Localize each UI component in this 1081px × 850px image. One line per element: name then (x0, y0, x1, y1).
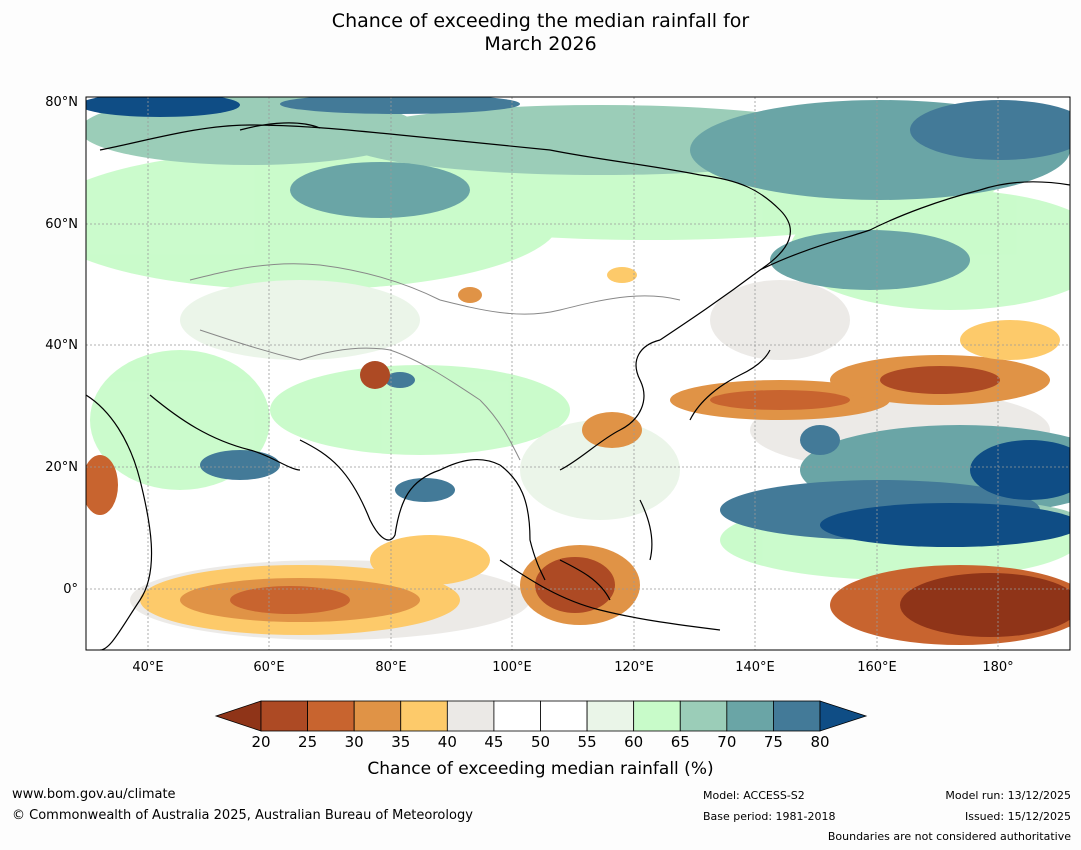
lon-label-80e: 80°E (375, 660, 407, 675)
footer-model-run: Model run: 13/12/2025 (945, 789, 1071, 802)
colorbar-tick-label: 60 (624, 733, 644, 751)
probability-field-wet (86, 97, 1070, 547)
lon-label-40e: 40°E (132, 660, 164, 675)
colorbar-tick-label: 25 (298, 733, 318, 751)
lon-label-140e: 140°E (735, 660, 775, 675)
colorbar (214, 700, 868, 732)
colorbar-segment (586, 700, 635, 732)
footer-model: Model: ACCESS-S2 (703, 789, 805, 802)
colorbar-segment (493, 700, 541, 732)
colorbar-segment (726, 700, 774, 732)
graticule (86, 97, 1070, 650)
colorbar-tick-label: 30 (344, 733, 364, 751)
colorbar-tick-label: 50 (530, 733, 551, 751)
colorbar-tick-label: 75 (763, 733, 783, 751)
lat-label-60n: 60°N (45, 217, 78, 232)
map-frame (85, 96, 1071, 651)
lon-label-160e: 160°E (857, 660, 897, 675)
rainfall-map (85, 96, 1071, 651)
colorbar-label: Chance of exceeding median rainfall (%) (367, 759, 714, 779)
colorbar-tick-label: 80 (810, 733, 830, 751)
lat-label-20n: 20°N (45, 460, 78, 475)
colorbar-tick-label: 55 (577, 733, 597, 751)
colorbar-segment (633, 700, 681, 732)
footer-issued: Issued: 15/12/2025 (964, 810, 1071, 823)
colorbar-tick-label: 65 (670, 733, 690, 751)
colorbar-segment (679, 700, 728, 732)
colorbar-tick-label: 20 (251, 733, 271, 751)
footer-boundaries-note: Boundaries are not considered authoritat… (827, 830, 1071, 843)
footer-base-period: Base period: 1981-2018 (703, 810, 836, 823)
colorbar-tick-label: 45 (484, 733, 504, 751)
colorbar-segment (307, 700, 355, 732)
colorbar-segment (260, 700, 308, 732)
footer-copyright: © Commonwealth of Australia 2025, Austra… (12, 808, 473, 823)
footer-url: www.bom.gov.au/climate (12, 787, 176, 802)
lat-label-0: 0° (63, 582, 78, 597)
lat-label-80n: 80°N (45, 95, 78, 110)
colorbar-segment (400, 700, 448, 732)
probability-field-dry (86, 267, 1070, 645)
lon-label-120e: 120°E (614, 660, 654, 675)
colorbar-tick-label: 70 (717, 733, 737, 751)
country-borders (189, 263, 681, 461)
colorbar-tick-label: 35 (391, 733, 411, 751)
colorbar-segment (540, 700, 588, 732)
colorbar-extend-low (214, 700, 262, 732)
coastlines (86, 122, 1070, 650)
lat-label-40n: 40°N (45, 338, 78, 353)
lon-label-100e: 100°E (492, 660, 532, 675)
lon-label-60e: 60°E (253, 660, 285, 675)
colorbar-tick-label: 40 (437, 733, 457, 751)
colorbar-segment (446, 700, 495, 732)
colorbar-extend-high (819, 700, 868, 732)
colorbar-segment (353, 700, 402, 732)
chart-title-line1: Chance of exceeding the median rainfall … (331, 10, 750, 32)
lon-label-180: 180° (982, 660, 1014, 675)
chart-title-line2: March 2026 (484, 33, 597, 55)
colorbar-segment (773, 700, 821, 732)
